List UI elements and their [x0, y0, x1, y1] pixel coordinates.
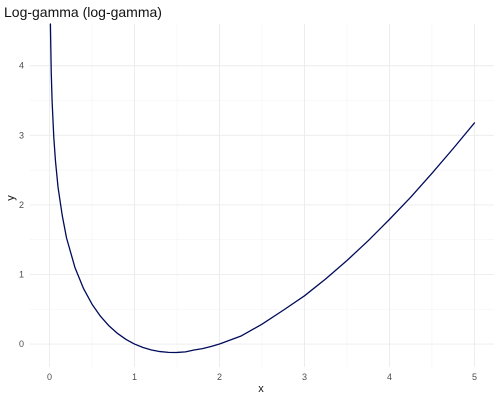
x-tick-label: 2 [217, 372, 222, 382]
grid [30, 24, 494, 367]
y-tick-label: 1 [19, 269, 24, 279]
x-axis-label: x [258, 383, 264, 395]
y-tick-label: 3 [19, 130, 24, 140]
series-layer [49, 23, 476, 354]
x-tick-label: 5 [472, 372, 477, 382]
tick-labels: 0 1 2 3 4 5 0 1 2 3 4 [19, 61, 477, 382]
y-tick-label: 0 [19, 339, 24, 349]
x-tick-label: 1 [132, 372, 137, 382]
log-gamma-line [49, 23, 476, 354]
x-tick-label: 0 [47, 372, 52, 382]
x-tick-label: 4 [387, 372, 392, 382]
y-tick-label: 4 [19, 61, 24, 71]
x-tick-label: 3 [302, 372, 307, 382]
y-axis-label: y [5, 195, 17, 201]
y-tick-label: 2 [19, 200, 24, 210]
chart-title: Log-gamma (log-gamma) [4, 4, 162, 20]
